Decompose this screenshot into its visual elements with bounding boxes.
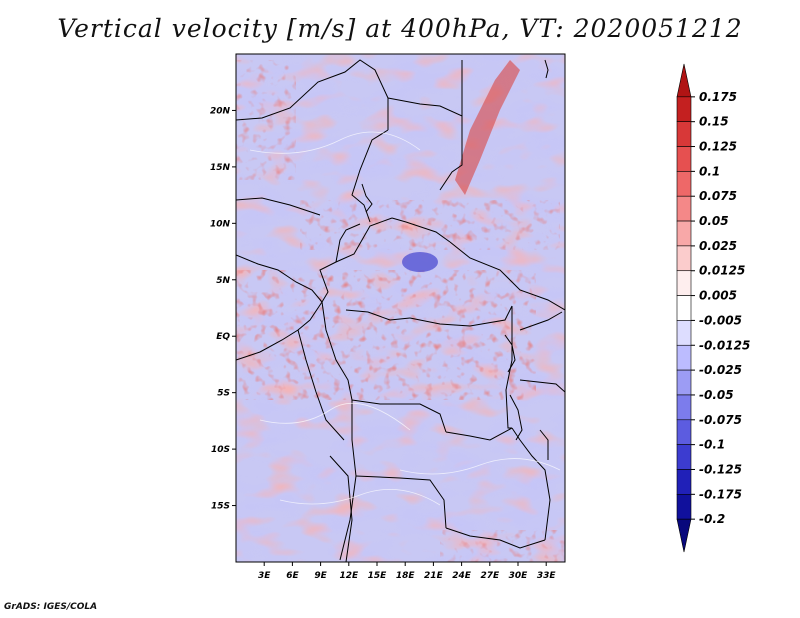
colorbar-label: 0.05: [699, 214, 729, 228]
colorbar-label: 0.075: [699, 189, 737, 203]
lon-tick-label: 33E: [537, 571, 557, 581]
colorbar-label: -0.0125: [699, 338, 750, 352]
lon-tick-label: 9E: [314, 571, 327, 581]
colorbar-label: 0.0125: [699, 264, 745, 278]
lat-tick-label: 15S: [211, 502, 230, 512]
colorbar-label: -0.05: [699, 388, 734, 402]
latitude-axis: 20N 15N 10N 5N EQ 5S 10S 15S: [210, 106, 236, 512]
lon-tick-label: 3E: [258, 571, 271, 581]
colorbar-segment: [676, 320, 692, 346]
colorbar-segment: [676, 171, 692, 197]
colorbar-label: -0.175: [699, 487, 742, 501]
lat-tick-label: EQ: [216, 332, 230, 342]
colorbar: 0.175 0.15 0.125 0.1 0.075 0.05 0.025 0.0125 0.0…: [676, 63, 750, 553]
longitude-axis: 3E 6E 9E 12E 15E 18E 21E 24E 27E 30E 33E: [258, 562, 556, 581]
colorbar-segment: [676, 494, 692, 520]
lat-tick-label: 10S: [211, 445, 230, 455]
lon-tick-label: 24E: [452, 571, 472, 581]
colorbar-label: -0.075: [699, 413, 742, 427]
map-frame: [235, 53, 566, 563]
colorbar-label: -0.005: [699, 313, 742, 327]
colorbar-segment: [676, 146, 692, 172]
vertical-velocity-field: [236, 54, 565, 562]
colorbar-segment: [676, 295, 692, 321]
colorbar-segment: [676, 195, 692, 222]
colorbar-label: -0.025: [699, 363, 742, 377]
lat-tick-label: 5S: [217, 389, 230, 399]
colorbar-segment: [676, 121, 692, 147]
colorbar-segment: [676, 469, 692, 495]
country-boundaries: [236, 59, 565, 562]
lon-tick-label: 21E: [424, 571, 444, 581]
lat-tick-label: 5N: [216, 276, 230, 286]
colorbar-segment: [676, 96, 692, 122]
colorbar-segment: [676, 394, 692, 421]
colorbar-label: 0.125: [699, 140, 737, 154]
colorbar-label: 0.005: [699, 289, 737, 303]
colorbar-segment: [676, 245, 692, 272]
colorbar-label: -0.1: [699, 438, 725, 452]
lat-tick-label: 15N: [210, 163, 231, 173]
colorbar-segment: [676, 270, 692, 296]
colorbar-segment: [676, 419, 692, 445]
colorbar-segment: [676, 518, 692, 553]
colorbar-label: -0.125: [699, 462, 742, 476]
colorbar-label: 0.175: [699, 90, 737, 104]
lat-tick-label: 10N: [210, 219, 231, 229]
convective-zones: [236, 60, 565, 562]
chart-title: Vertical velocity [m/s] at 400hPa, VT: 2…: [57, 14, 743, 43]
lon-tick-label: 15E: [368, 571, 388, 581]
colorbar-segment: [676, 63, 692, 98]
colorbar-segment: [676, 220, 692, 247]
lon-tick-label: 27E: [480, 571, 500, 581]
grads-credit: GrADS: IGES/COLA: [4, 602, 98, 612]
lon-tick-label: 18E: [396, 571, 416, 581]
colorbar-label: 0.1: [699, 164, 720, 178]
colorbar-segment: [676, 444, 692, 470]
lon-tick-label: 30E: [509, 571, 529, 581]
colorbar-label: -0.2: [699, 512, 725, 526]
lon-tick-label: 6E: [286, 571, 299, 581]
colorbar-segment: [676, 344, 692, 371]
colorbar-label: 0.025: [699, 239, 737, 253]
lon-tick-label: 12E: [339, 571, 359, 581]
colorbar-label: 0.15: [699, 115, 729, 129]
colorbar-segment: [676, 369, 692, 396]
lat-tick-label: 20N: [210, 106, 231, 116]
